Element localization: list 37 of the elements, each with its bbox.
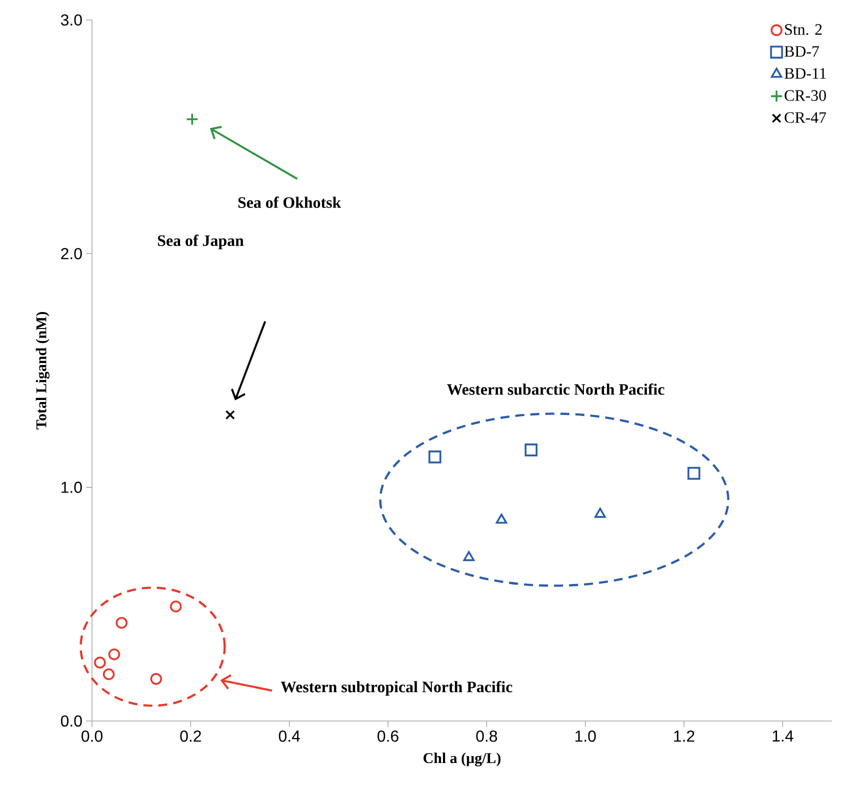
point [524,444,538,456]
x-tick-label: 0.8 [476,730,498,742]
x-tick-label: 0.4 [278,730,300,742]
point [687,466,700,480]
point [150,673,162,685]
x-tick-label: 1.2 [674,730,694,742]
y-tick-label: 1.0 [62,482,82,493]
x-tick-label: 0.2 [180,730,201,742]
y-tick-label: 3.0 [60,14,82,26]
annotation: Western subtropical North Pacific [280,680,512,696]
x-tick-label: 0.6 [378,730,398,742]
y-tick-label: 2.0 [61,248,82,260]
legend-label: CR-47 [784,112,826,123]
point [94,656,106,668]
y-tick-label: 0.0 [60,715,82,727]
x-tick-label: 1.4 [772,730,794,742]
x-tick-label: 0.0 [82,730,102,742]
y-axis-title: Total Ligand (nM) [36,312,50,430]
x-tick-label: 1.0 [575,730,596,742]
legend-label: CR-30 [784,90,826,101]
annotation: Sea of Okhotsk [238,196,342,208]
annotation: Sea of Japan [158,234,244,250]
point [170,600,182,612]
annotation: Western subarctic North Pacific [446,383,664,395]
legend-label: BD-11 [784,68,826,79]
point [102,668,115,680]
point [116,616,128,629]
point [108,648,120,660]
point [428,450,442,464]
legend-label: Stn. 2 [785,24,822,35]
point [594,508,606,518]
legend-label: BD-7 [784,46,819,57]
point [463,551,475,562]
point [186,112,199,126]
point [225,410,235,420]
point [496,514,508,524]
x-axis-title: Chl a (µg/L) [424,752,501,766]
